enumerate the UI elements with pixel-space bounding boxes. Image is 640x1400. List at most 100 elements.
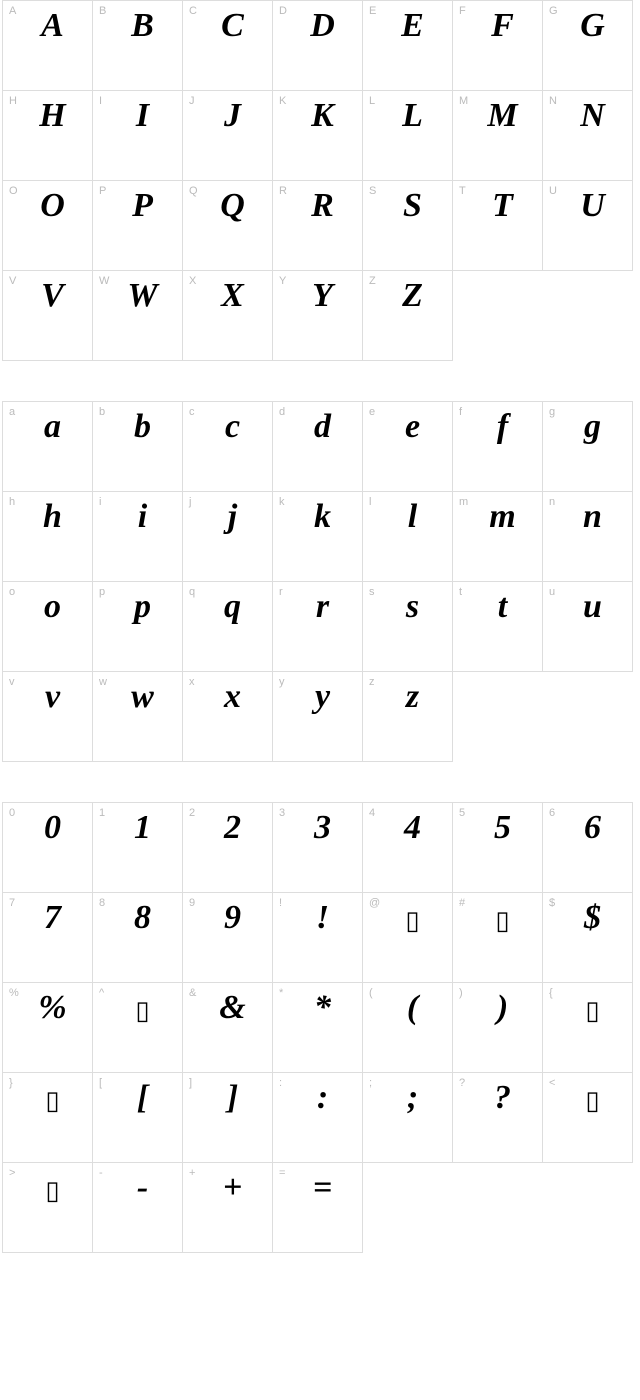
- glyph-cell: ]]: [183, 1073, 273, 1163]
- glyph-cell: DD: [273, 1, 363, 91]
- glyph-char: F: [453, 9, 532, 43]
- glyph-cell: BB: [93, 1, 183, 91]
- glyph-cell: II: [93, 91, 183, 181]
- glyph-cell: MM: [453, 91, 543, 181]
- glyph-char: -: [93, 1171, 172, 1205]
- glyph-char: S: [363, 189, 442, 223]
- glyph-char: r: [273, 590, 352, 624]
- glyph-char: c: [183, 410, 262, 444]
- glyph-cell: VV: [3, 271, 93, 361]
- glyph-char: K: [273, 99, 352, 133]
- glyph-char: Y: [273, 279, 352, 313]
- glyph-cell: yy: [273, 672, 363, 762]
- glyph-char: H: [3, 99, 82, 133]
- glyph-cell: [363, 1163, 453, 1253]
- glyph-char: m: [453, 500, 532, 534]
- glyph-cell: [453, 1163, 543, 1253]
- glyph-cell: {▯: [543, 983, 633, 1073]
- glyph-char: D: [273, 9, 352, 43]
- glyph-cell: [453, 271, 543, 361]
- glyph-cell: 11: [93, 803, 183, 893]
- glyph-char: 4: [363, 811, 442, 845]
- glyph-char: ): [453, 991, 532, 1025]
- glyph-char: z: [363, 680, 442, 714]
- glyph-cell: SS: [363, 181, 453, 271]
- glyph-char: 6: [543, 811, 622, 845]
- glyph-char: ;: [363, 1081, 442, 1115]
- glyph-cell: [543, 672, 633, 762]
- glyph-char: a: [3, 410, 82, 444]
- glyph-cell: >▯: [3, 1163, 93, 1253]
- glyph-cell: RR: [273, 181, 363, 271]
- glyph-cell: kk: [273, 492, 363, 582]
- glyph-char: l: [363, 500, 442, 534]
- glyph-cell: nn: [543, 492, 633, 582]
- glyph-cell: 99: [183, 893, 273, 983]
- glyph-cell: ss: [363, 582, 453, 672]
- glyph-char: W: [93, 279, 172, 313]
- glyph-cell: NN: [543, 91, 633, 181]
- glyph-notdef: ▯: [363, 907, 442, 933]
- glyph-char: &: [183, 991, 262, 1025]
- glyph-char: Q: [183, 189, 262, 223]
- glyph-grid: aabbccddeeffgghhiijjkkllmmnnooppqqrrsstt…: [2, 401, 633, 762]
- glyph-cell: %%: [3, 983, 93, 1073]
- glyph-cell: ll: [363, 492, 453, 582]
- glyph-notdef: ▯: [93, 997, 172, 1023]
- section-uppercase: AABBCCDDEEFFGGHHIIJJKKLLMMNNOOPPQQRRSSTT…: [0, 0, 640, 361]
- glyph-cell: [543, 1163, 633, 1253]
- glyph-char: y: [273, 680, 352, 714]
- glyph-cell: gg: [543, 402, 633, 492]
- glyph-cell: XX: [183, 271, 273, 361]
- glyph-char: j: [183, 500, 262, 534]
- glyph-char: !: [273, 901, 352, 935]
- glyph-char: =: [273, 1171, 352, 1205]
- glyph-cell: ::: [273, 1073, 363, 1163]
- glyph-cell: EE: [363, 1, 453, 91]
- section-numbers-symbols: 00112233445566778899!!@▯#▯$$%%^▯&&**(())…: [0, 802, 640, 1253]
- glyph-cell: zz: [363, 672, 453, 762]
- glyph-cell: @▯: [363, 893, 453, 983]
- glyph-cell: ww: [93, 672, 183, 762]
- glyph-char: p: [93, 590, 172, 624]
- glyph-char: t: [453, 590, 532, 624]
- glyph-char: o: [3, 590, 82, 624]
- glyph-cell: uu: [543, 582, 633, 672]
- glyph-char: O: [3, 189, 82, 223]
- glyph-char: J: [183, 99, 262, 133]
- glyph-char: g: [543, 410, 622, 444]
- glyph-char: M: [453, 99, 532, 133]
- glyph-char: E: [363, 9, 442, 43]
- glyph-char: w: [93, 680, 172, 714]
- glyph-cell: TT: [453, 181, 543, 271]
- glyph-char: Z: [363, 279, 442, 313]
- glyph-cell: tt: [453, 582, 543, 672]
- glyph-char: n: [543, 500, 622, 534]
- glyph-cell: JJ: [183, 91, 273, 181]
- glyph-char: 5: [453, 811, 532, 845]
- glyph-cell: vv: [3, 672, 93, 762]
- glyph-char: :: [273, 1081, 352, 1115]
- glyph-cell: AA: [3, 1, 93, 91]
- glyph-grid: 00112233445566778899!!@▯#▯$$%%^▯&&**(())…: [2, 802, 633, 1253]
- glyph-char: A: [3, 9, 82, 43]
- glyph-cell: CC: [183, 1, 273, 91]
- glyph-cell: &&: [183, 983, 273, 1073]
- glyph-char: *: [273, 991, 352, 1025]
- glyph-char: ]: [183, 1081, 262, 1115]
- glyph-char: L: [363, 99, 442, 133]
- glyph-cell: rr: [273, 582, 363, 672]
- glyph-cell: 44: [363, 803, 453, 893]
- glyph-cell: hh: [3, 492, 93, 582]
- glyph-cell: 22: [183, 803, 273, 893]
- glyph-char: 0: [3, 811, 82, 845]
- glyph-cell: [543, 271, 633, 361]
- glyph-cell: 77: [3, 893, 93, 983]
- glyph-cell: }▯: [3, 1073, 93, 1163]
- glyph-char: 9: [183, 901, 262, 935]
- glyph-cell: dd: [273, 402, 363, 492]
- glyph-char: x: [183, 680, 262, 714]
- glyph-cell: PP: [93, 181, 183, 271]
- glyph-cell: --: [93, 1163, 183, 1253]
- glyph-cell: 88: [93, 893, 183, 983]
